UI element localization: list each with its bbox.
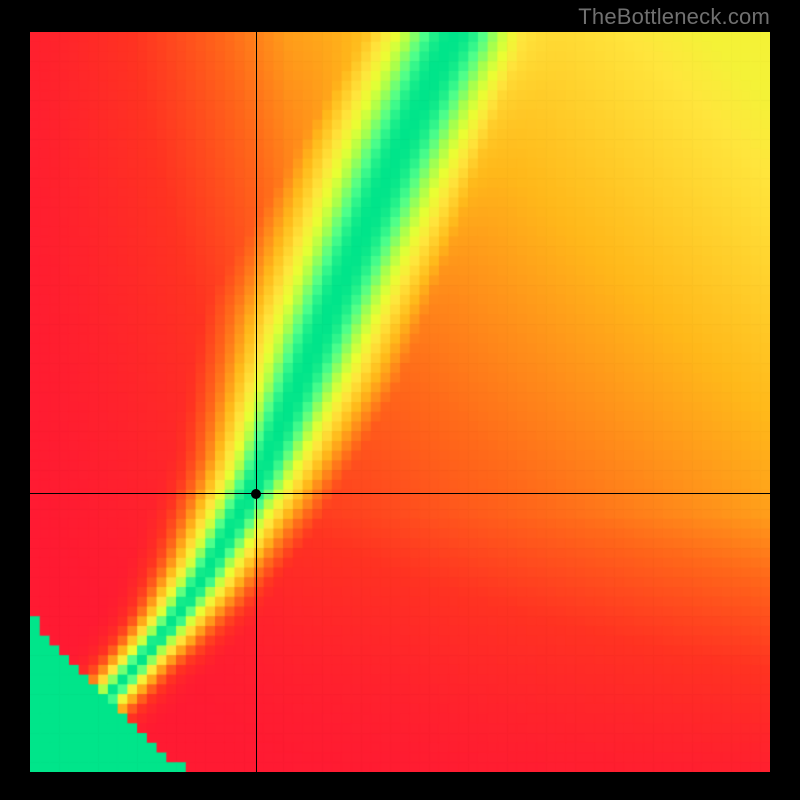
- crosshair-marker: [251, 489, 261, 499]
- crosshair-horizontal: [30, 493, 770, 494]
- watermark-text: TheBottleneck.com: [578, 4, 770, 30]
- chart-container: TheBottleneck.com: [0, 0, 800, 800]
- heatmap-canvas: [30, 32, 770, 772]
- crosshair-vertical: [256, 32, 257, 772]
- heatmap-plot: [30, 32, 770, 772]
